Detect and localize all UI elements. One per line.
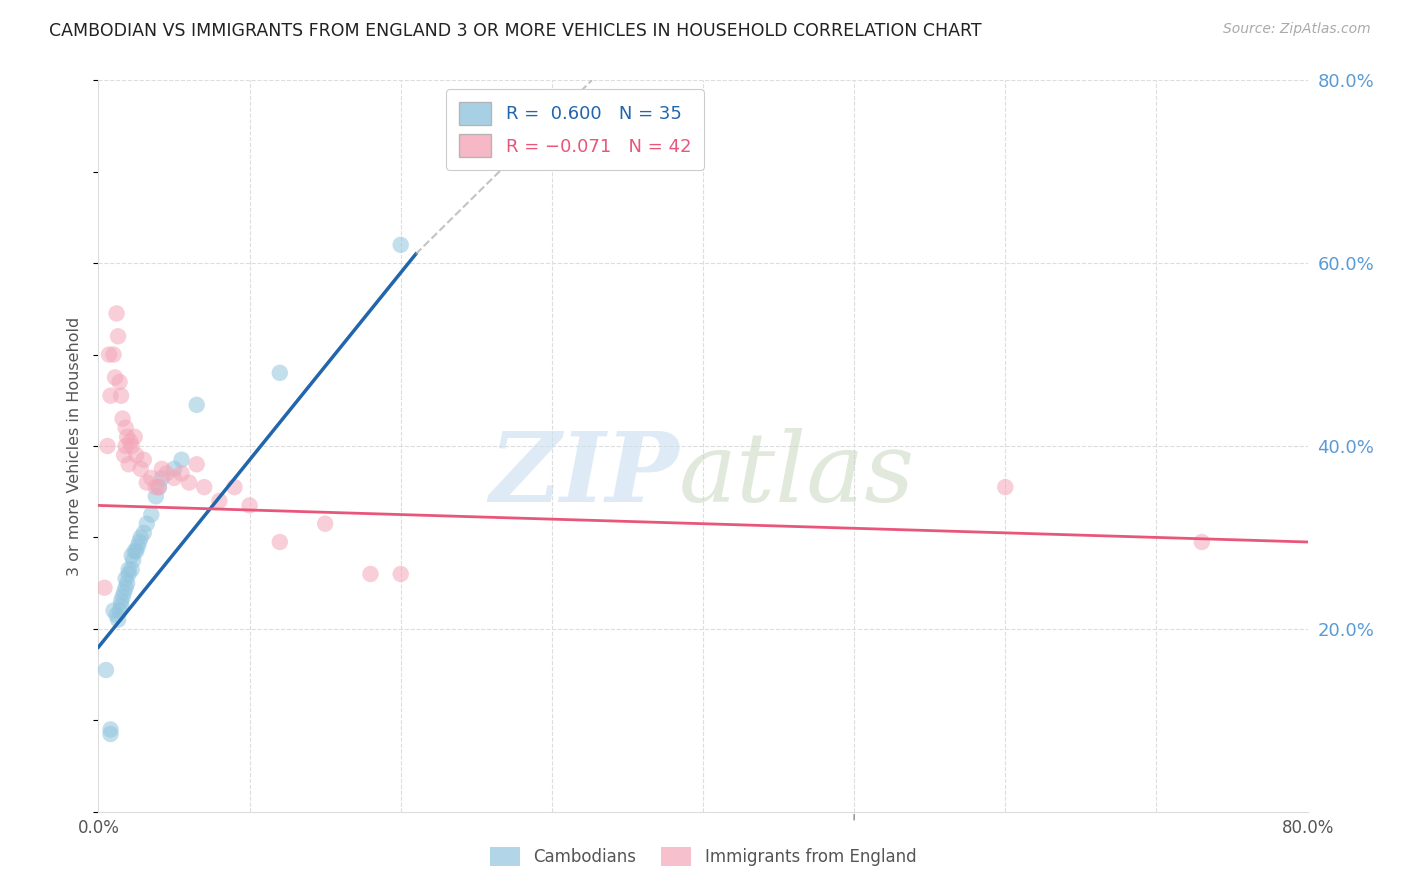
Point — [132, 525, 155, 540]
Point — [186, 398, 208, 412]
Point — [118, 567, 141, 582]
Point — [112, 585, 135, 599]
Point — [145, 480, 167, 494]
Point — [121, 439, 143, 453]
Point — [98, 348, 121, 362]
Point — [125, 448, 148, 462]
Point — [239, 499, 262, 513]
Text: Source: ZipAtlas.com: Source: ZipAtlas.com — [1223, 22, 1371, 37]
Point — [129, 530, 152, 544]
Point — [118, 458, 141, 472]
Point — [94, 663, 117, 677]
Point — [103, 348, 125, 362]
Point — [128, 535, 150, 549]
Point — [110, 599, 132, 613]
Point — [170, 452, 193, 467]
Point — [314, 516, 336, 531]
Point — [111, 590, 134, 604]
Point — [389, 567, 412, 582]
Text: CAMBODIAN VS IMMIGRANTS FROM ENGLAND 3 OR MORE VEHICLES IN HOUSEHOLD CORRELATION: CAMBODIAN VS IMMIGRANTS FROM ENGLAND 3 O… — [49, 22, 981, 40]
Point — [155, 467, 177, 481]
Point — [208, 493, 231, 508]
Point — [100, 727, 122, 741]
Point — [360, 567, 382, 582]
Point — [115, 430, 138, 444]
Point — [163, 471, 186, 485]
Legend: Cambodians, Immigrants from England: Cambodians, Immigrants from England — [484, 840, 922, 873]
Point — [224, 480, 246, 494]
Point — [110, 594, 132, 608]
Point — [269, 366, 291, 380]
Point — [193, 480, 215, 494]
Point — [1191, 535, 1213, 549]
Point — [108, 375, 131, 389]
Point — [127, 540, 149, 554]
Point — [105, 306, 128, 320]
Point — [163, 462, 186, 476]
Point — [179, 475, 201, 490]
Point — [170, 467, 193, 481]
Point — [129, 462, 152, 476]
Point — [125, 544, 148, 558]
Point — [186, 458, 208, 472]
Point — [120, 434, 142, 449]
Point — [148, 480, 170, 494]
Point — [148, 480, 170, 494]
Point — [114, 421, 136, 435]
Point — [107, 329, 129, 343]
Point — [118, 562, 141, 576]
Point — [150, 471, 173, 485]
Point — [115, 576, 138, 591]
Point — [135, 516, 157, 531]
Point — [110, 389, 132, 403]
Point — [111, 411, 134, 425]
Point — [150, 462, 173, 476]
Point — [132, 452, 155, 467]
Point — [114, 581, 136, 595]
Point — [121, 562, 143, 576]
Point — [93, 581, 115, 595]
Point — [114, 439, 136, 453]
Point — [135, 475, 157, 490]
Point — [114, 572, 136, 586]
Point — [122, 553, 145, 567]
Point — [124, 430, 146, 444]
Point — [269, 535, 291, 549]
Point — [994, 480, 1017, 494]
Point — [112, 448, 135, 462]
Point — [100, 723, 122, 737]
Point — [124, 544, 146, 558]
Point — [141, 508, 163, 522]
Point — [96, 439, 118, 453]
Point — [107, 613, 129, 627]
Point — [145, 489, 167, 503]
Point — [100, 389, 122, 403]
Point — [121, 549, 143, 563]
Y-axis label: 3 or more Vehicles in Household: 3 or more Vehicles in Household — [67, 317, 83, 575]
Point — [389, 238, 412, 252]
Point — [103, 603, 125, 617]
Text: ZIP: ZIP — [489, 428, 679, 522]
Point — [105, 608, 128, 623]
Text: atlas: atlas — [679, 428, 915, 522]
Point — [141, 471, 163, 485]
Point — [104, 370, 127, 384]
Point — [108, 603, 131, 617]
